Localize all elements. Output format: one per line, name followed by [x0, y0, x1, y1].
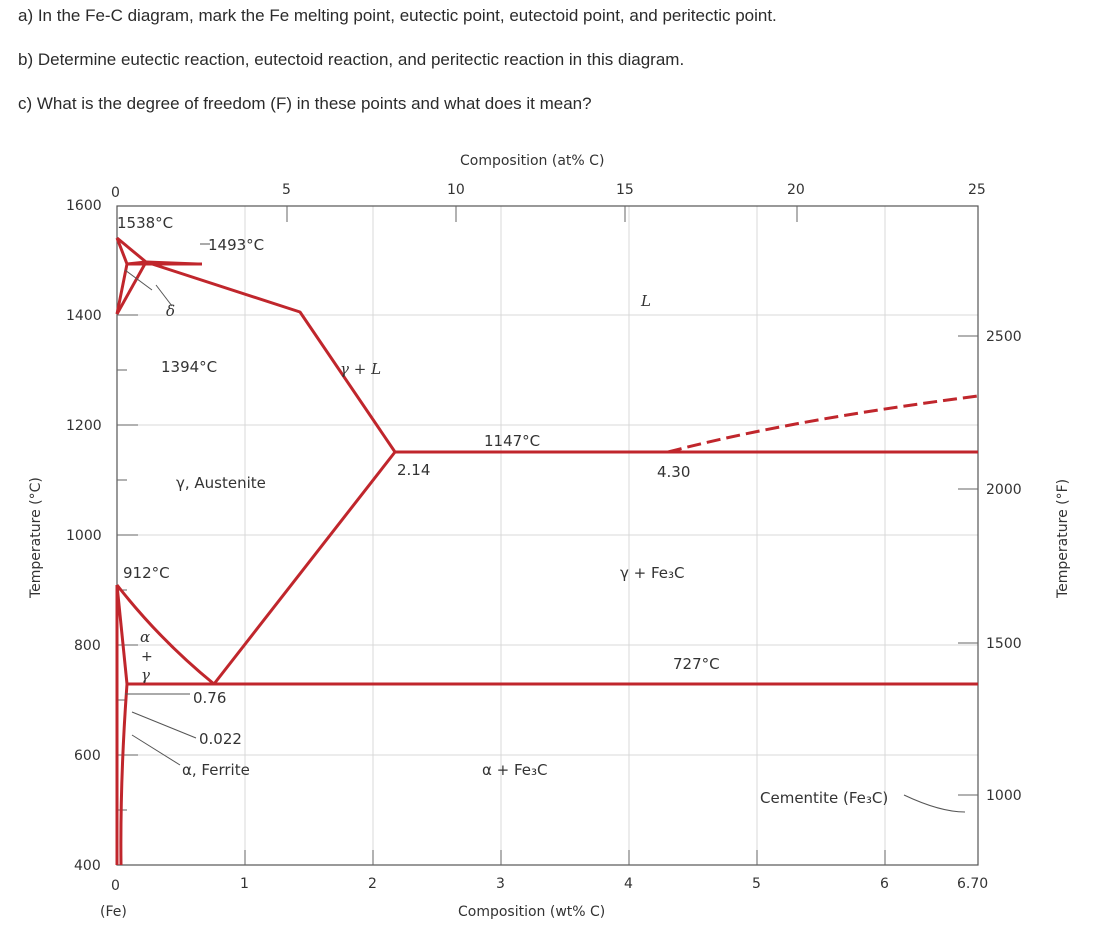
label-liquid: L	[640, 292, 651, 310]
question-a: a) In the Fe-C diagram, mark the Fe melt…	[18, 6, 777, 25]
label-4-30: 4.30	[657, 463, 690, 481]
label-cementite: Cementite (Fe₃C)	[760, 789, 888, 807]
right-tick-1000: 1000	[986, 788, 1022, 804]
left-tick-1000: 1000	[66, 528, 102, 544]
label-727c: 727°C	[673, 655, 720, 673]
top-axis-title: Composition (at% C)	[460, 153, 604, 169]
bottom-axis-title: Composition (wt% C)	[458, 904, 605, 920]
bottom-tick-2: 2	[368, 876, 377, 892]
bottom-tick-1: 1	[240, 876, 249, 892]
label-alpha-small: α	[140, 628, 150, 646]
label-1538c: 1538°C	[117, 214, 173, 232]
label-2-14: 2.14	[397, 461, 430, 479]
top-tick-20: 20	[787, 182, 805, 198]
label-ferrite: α, Ferrite	[182, 761, 250, 779]
bottom-tick-6: 6	[880, 876, 889, 892]
label-0-022: 0.022	[199, 730, 242, 748]
left-tick-800: 800	[74, 638, 101, 654]
bottom-tick-4: 4	[624, 876, 633, 892]
bottom-tick-0: 0	[111, 878, 120, 894]
label-912c: 912°C	[123, 564, 170, 582]
right-axis-title: Temperature (°F)	[1055, 479, 1071, 599]
bottom-tick-6-70: 6.70	[957, 876, 988, 892]
left-tick-1200: 1200	[66, 418, 102, 434]
top-tick-10: 10	[447, 182, 465, 198]
fe3c-liquidus-dashed	[667, 394, 979, 454]
delta-liquidus	[145, 260, 199, 266]
ferrite-solvus	[119, 683, 129, 866]
label-delta: δ	[166, 302, 175, 320]
top-tick-0: 0	[111, 185, 120, 201]
label-1493c: 1493°C	[208, 236, 264, 254]
label-gamma-plus-fe3c: γ + Fe₃C	[620, 564, 685, 582]
acm-line	[212, 451, 397, 685]
label-gamma-plus-l: γ + L	[340, 360, 381, 378]
alpha-gamma-lower	[115, 584, 129, 685]
delta-solvus	[126, 260, 147, 266]
grid-lines	[117, 206, 978, 865]
label-alpha-plus-fe3c: α + Fe₃C	[482, 761, 548, 779]
fe-origin-note: (Fe)	[100, 904, 127, 920]
bottom-tick-3: 3	[496, 876, 505, 892]
left-tick-1600: 1600	[66, 198, 102, 214]
top-tick-5: 5	[282, 182, 291, 198]
right-tick-2500: 2500	[986, 329, 1022, 345]
left-tick-1400: 1400	[66, 308, 102, 324]
bottom-tick-5: 5	[752, 876, 761, 892]
label-0-76: 0.76	[193, 689, 226, 707]
top-tick-25: 25	[968, 182, 986, 198]
left-axis-title: Temperature (°C)	[28, 477, 44, 599]
label-gamma-small: γ	[141, 666, 150, 684]
right-tick-1500: 1500	[986, 636, 1022, 652]
a3-line	[115, 584, 215, 686]
question-b: b) Determine eutectic reaction, eutectoi…	[18, 50, 685, 69]
phase-boundaries	[115, 236, 979, 866]
label-1147c: 1147°C	[484, 432, 540, 450]
label-austenite: γ, Austenite	[176, 474, 266, 492]
top-tick-15: 15	[616, 182, 634, 198]
liquidus-line	[116, 236, 668, 454]
leader-lines	[124, 269, 966, 813]
right-tick-2000: 2000	[986, 482, 1022, 498]
delta-gamma-boundary	[115, 261, 148, 315]
left-tick-400: 400	[74, 858, 101, 874]
left-tick-600: 600	[74, 748, 101, 764]
label-1394c: 1394°C	[161, 358, 217, 376]
label-plus-small: +	[141, 649, 153, 665]
question-c: c) What is the degree of freedom (F) in …	[18, 94, 592, 113]
